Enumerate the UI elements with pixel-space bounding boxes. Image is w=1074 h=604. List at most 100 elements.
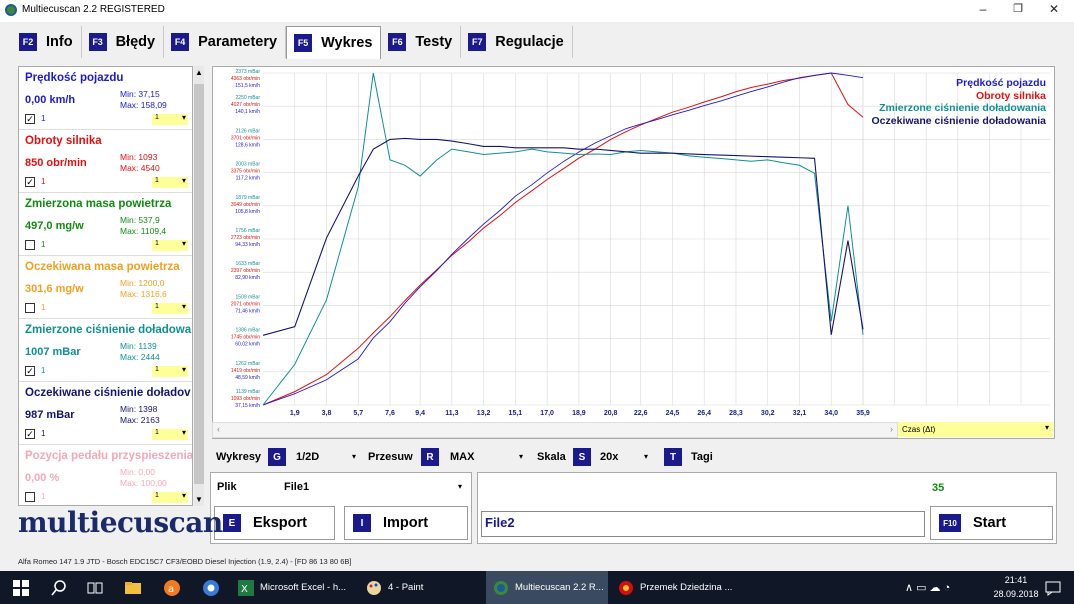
notification-icon[interactable]: [1044, 579, 1062, 597]
param-value: 0,00 %: [25, 472, 60, 484]
file2-field[interactable]: File2: [481, 511, 925, 537]
scroll-left-icon[interactable]: ‹: [217, 424, 220, 434]
param-value: 1007 mBar: [25, 346, 81, 358]
x-tick-label: 3,8: [322, 410, 332, 417]
start-button[interactable]: F10 Start: [930, 506, 1053, 540]
search-icon[interactable]: [50, 579, 68, 597]
y-tick-label: 140,1 km/h: [235, 109, 260, 115]
taskbar-app-excel[interactable]: X Microsoft Excel - h...: [238, 571, 346, 604]
scroll-up-icon[interactable]: ▲: [195, 68, 203, 77]
scrollbar-thumb[interactable]: [194, 84, 204, 484]
param-item[interactable]: Zmierzone ciśnienie doładowa 1007 mBar Min…: [19, 319, 192, 382]
taskbar-app-label: Microsoft Excel - h...: [260, 582, 347, 593]
legend-item: Zmierzone ciśnienie doładowania: [879, 102, 1046, 114]
wykresy-label: Wykresy: [216, 451, 262, 463]
tagi-key[interactable]: T: [664, 448, 682, 466]
y-tick-label: 1139 mBar: [236, 389, 260, 395]
eksport-button[interactable]: E Eksport: [214, 506, 335, 540]
param-value: 497,0 mg/w: [25, 220, 84, 232]
time-axis-select[interactable]: Czas (Δt) ▾: [898, 422, 1053, 437]
tagi-label[interactable]: Tagi: [691, 451, 713, 463]
param-select[interactable]: 1: [152, 491, 188, 503]
skala-select[interactable]: 20x: [600, 451, 619, 463]
param-checkbox[interactable]: [25, 240, 35, 250]
tab-testy[interactable]: F6 Testy: [381, 26, 462, 58]
param-select[interactable]: 1: [152, 365, 188, 377]
chevron-down-icon[interactable]: ▾: [519, 452, 524, 461]
param-select[interactable]: 1: [152, 239, 188, 251]
taskbar-app-multiecuscan[interactable]: Multiecuscan 2.2 R...: [486, 571, 608, 604]
param-checkbox[interactable]: ✓: [25, 114, 35, 124]
taskbar-app-paint[interactable]: 4 - Paint: [366, 571, 423, 604]
param-select[interactable]: 1: [152, 113, 188, 125]
param-name: Obroty silnika: [25, 135, 102, 147]
param-item[interactable]: Oczekiwana masa powietrza 301,6 mg/w Min: …: [19, 256, 192, 319]
y-tick-label: 1879 mBar: [236, 195, 261, 201]
param-name: Zmierzone ciśnienie doładowa: [25, 324, 192, 336]
x-tick-label: 26,4: [697, 410, 711, 417]
scroll-right-icon[interactable]: ›: [890, 424, 893, 434]
param-item[interactable]: Prędkość pojazdu 0,00 km/h Min: 37,15 Max: …: [19, 67, 192, 130]
taskbar-app-browser[interactable]: Przemek Dziedzina ...: [618, 571, 732, 604]
avast-icon[interactable]: a: [163, 579, 181, 597]
wykresy-select[interactable]: 1/2D: [296, 451, 320, 463]
param-item[interactable]: Pozycja pedału przyspieszenia 0,00 % Min: …: [19, 445, 193, 505]
param-name: Pozycja pedału przyspieszenia: [25, 450, 193, 462]
param-checkbox[interactable]: ✓: [25, 429, 35, 439]
param-name: Oczekiwane ciśnienie doładov: [25, 387, 191, 399]
chevron-down-icon[interactable]: ▾: [458, 482, 463, 491]
svg-text:a: a: [168, 584, 174, 595]
chevron-down-icon[interactable]: ▾: [644, 452, 649, 461]
function-key: F4: [171, 33, 190, 51]
chrome-icon[interactable]: [202, 579, 220, 597]
tray-icons[interactable]: ∧ ▭ ☁ ◔: [905, 582, 951, 594]
maximize-button[interactable]: ❐: [1013, 3, 1023, 15]
series-speed-line: [262, 72, 864, 406]
param-item[interactable]: Obroty silnika 850 obr/min Min: 1093 Max: 4…: [19, 130, 192, 193]
task-view-icon[interactable]: [86, 579, 104, 597]
plik-select[interactable]: File1: [284, 481, 310, 493]
param-scale: 1: [41, 492, 46, 501]
param-select[interactable]: 1: [152, 302, 188, 314]
skala-key: S: [573, 448, 591, 466]
logo: multiecuscan: [18, 506, 223, 539]
param-item[interactable]: Zmierzona masa powietrza 497,0 mg/w Min: 5…: [19, 193, 192, 256]
przesuw-select[interactable]: MAX: [450, 451, 475, 463]
x-tick-label: 11,3: [445, 410, 458, 417]
tab-błędy[interactable]: F3 Błędy: [82, 26, 165, 58]
scroll-down-icon[interactable]: ▼: [195, 495, 203, 504]
minimize-button[interactable]: –: [979, 2, 987, 16]
tab-info[interactable]: F2 Info: [12, 26, 82, 58]
tab-parametery[interactable]: F4 Parametery: [164, 26, 287, 58]
parameter-list: Prędkość pojazdu 0,00 km/h Min: 37,15 Max: …: [18, 66, 193, 506]
taskbar-app-label: Przemek Dziedzina ...: [640, 582, 733, 593]
param-checkbox[interactable]: [25, 303, 35, 313]
close-button[interactable]: ✕: [1048, 2, 1060, 16]
param-checkbox[interactable]: [25, 492, 35, 502]
param-checkbox[interactable]: ✓: [25, 366, 35, 376]
param-scale: 1: [41, 177, 46, 186]
counter-value: 35: [932, 482, 945, 494]
param-min: Min: 1139: [120, 341, 157, 351]
tab-regulacje[interactable]: F7 Regulacje: [461, 26, 573, 58]
tab-wykres[interactable]: F5 Wykres: [286, 26, 382, 59]
plik-label: Plik: [217, 481, 237, 493]
chevron-down-icon[interactable]: ▾: [352, 452, 357, 461]
przesuw-key: R: [421, 448, 439, 466]
legend-item: Prędkość pojazdu: [956, 77, 1046, 89]
tab-label: Błędy: [115, 34, 156, 50]
file-explorer-icon[interactable]: [124, 579, 142, 597]
time-axis-label: Czas (Δt): [902, 425, 936, 434]
import-button[interactable]: I Import: [344, 506, 468, 540]
param-item[interactable]: Oczekiwane ciśnienie doładov 987 mBar Min:…: [19, 382, 192, 445]
chevron-down-icon: ▾: [1044, 423, 1049, 432]
windows-start-icon[interactable]: [12, 579, 30, 597]
param-checkbox[interactable]: ✓: [25, 177, 35, 187]
chart-hscroll[interactable]: ‹ ›: [212, 422, 898, 438]
param-select[interactable]: 1: [152, 176, 188, 188]
function-key: F2: [19, 33, 37, 51]
x-tick-label: 22,6: [634, 410, 648, 417]
param-select[interactable]: 1: [152, 428, 188, 440]
param-name: Zmierzona masa powietrza: [25, 198, 172, 210]
